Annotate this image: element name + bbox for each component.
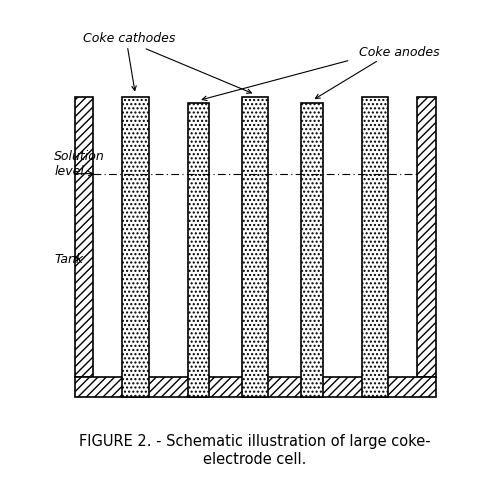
Bar	[122, 97, 148, 397]
Bar	[74, 377, 436, 397]
Bar	[362, 97, 388, 397]
Bar	[301, 103, 322, 397]
Text: Tank: Tank	[54, 253, 83, 266]
Text: Solution
level: Solution level	[54, 150, 105, 178]
Bar	[188, 103, 209, 397]
Bar	[74, 97, 93, 377]
Text: Coke cathodes: Coke cathodes	[83, 32, 175, 45]
Bar	[417, 97, 436, 377]
Bar	[242, 97, 269, 397]
Text: Coke anodes: Coke anodes	[359, 46, 439, 59]
Text: FIGURE 2. - Schematic illustration of large coke-
electrode cell.: FIGURE 2. - Schematic illustration of la…	[79, 433, 431, 466]
